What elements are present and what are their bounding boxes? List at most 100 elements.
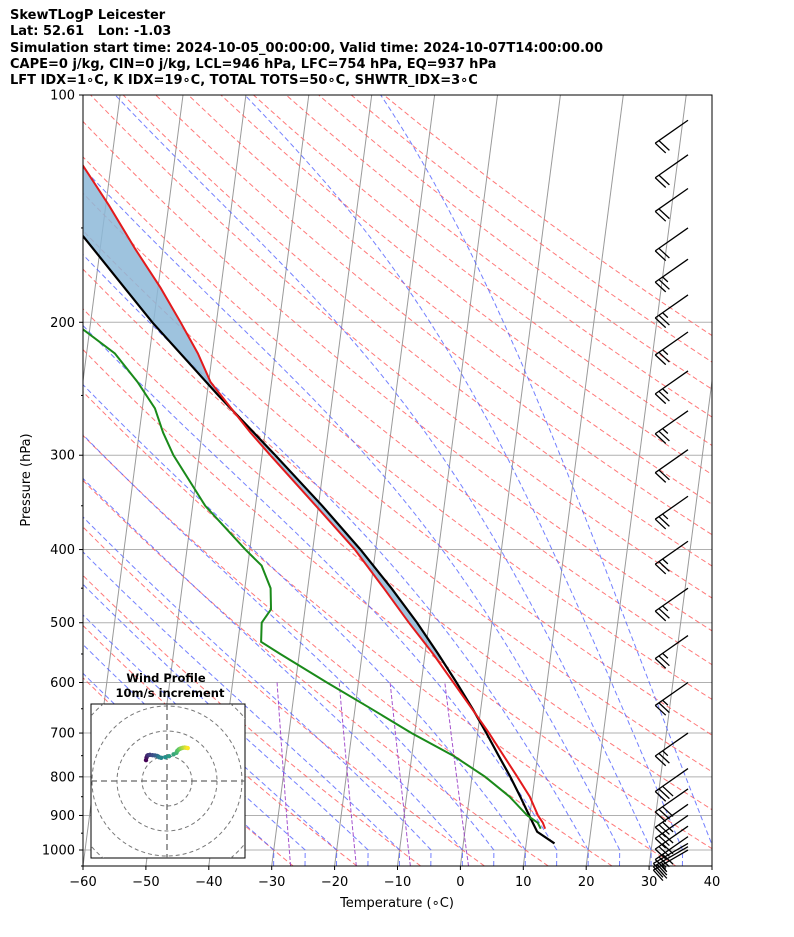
dry-adiabat-line (83, 229, 712, 736)
y-tick-label: 800 (50, 770, 75, 785)
index-summary: LFT IDX=1∘C, K IDX=19∘C, TOTAL TOTS=50∘C… (10, 73, 478, 89)
wind-barb-half-flag (662, 652, 669, 659)
hodograph-point (185, 745, 190, 751)
wind-barb (654, 495, 689, 530)
wind-barb-staff (654, 370, 689, 395)
mixing-ratio-line (338, 682, 357, 866)
inset-content (91, 704, 245, 858)
wind-barb (654, 635, 689, 669)
y-tick-label: 300 (50, 449, 75, 464)
wind-barb (654, 227, 689, 262)
isotherm-line (459, 95, 561, 866)
y-tick-label: 900 (50, 809, 75, 824)
wind-profile-inset: Wind Profile 10m/s increment (90, 671, 246, 859)
isotherm-line (711, 862, 712, 866)
x-tick-label: 0 (456, 875, 464, 890)
moist-adiabat-line (83, 614, 338, 866)
wind-barb-flag (658, 702, 670, 714)
wind-barb-flag (662, 785, 674, 797)
wind-barb-staff (654, 410, 689, 435)
dewpoint-profile-line (83, 328, 542, 830)
inset-title: Wind Profile (126, 671, 206, 685)
axis-layer: −60 −50 −40 −30 −20 −10 0 10 20 30 40 1000 900 800 700… (42, 89, 720, 891)
wind-barb-half-flag (662, 558, 669, 565)
wind-barb-flag (654, 317, 667, 329)
x-tick-label: 30 (641, 875, 658, 890)
wind-barb-half-flag (660, 861, 667, 868)
wind-barb-flag (662, 832, 674, 844)
wind-barb-flag (654, 791, 667, 802)
dry-adiabat-line (155, 95, 712, 536)
wind-barb-flag (658, 469, 670, 481)
hodograph-point (159, 755, 164, 760)
wind-barb-flag (654, 472, 667, 483)
wind-barb-flag (658, 390, 670, 402)
dry-adiabat-line (83, 526, 485, 866)
wind-barb-flag (654, 859, 667, 870)
hodograph-point (166, 753, 172, 759)
x-tick-label: 20 (578, 875, 595, 890)
wind-barb-flag (654, 393, 667, 405)
simulation-times: Simulation start time: 2024-10-05_00:00:… (10, 40, 603, 56)
mixing-ratio-line (276, 682, 292, 866)
wind-barb (654, 788, 689, 823)
wind-barb (654, 814, 689, 849)
temperature-profile-line (83, 163, 547, 830)
wind-barb-staff (653, 842, 689, 864)
wind-barb (654, 331, 689, 366)
x-tick-label: −30 (258, 875, 285, 890)
wind-barb-flag (654, 210, 667, 222)
wind-barb-staff (654, 540, 689, 565)
wind-barb-staff (654, 258, 689, 283)
station-coordinates: Lat: 52.61 Lon: -1.03 (10, 24, 172, 40)
wind-barb-staff (654, 681, 689, 706)
wind-barb-flag (654, 755, 667, 767)
y-tick-label: 600 (50, 676, 75, 691)
wind-barb (654, 825, 689, 860)
station-title: SkewTLogP Leicester (10, 8, 166, 23)
wind-barb (654, 803, 689, 838)
wind-barb-flag (658, 808, 670, 820)
moist-adiabat-line (114, 95, 652, 866)
wind-barb-flag (662, 853, 674, 865)
wind-barb-staff (654, 788, 689, 813)
y-axis-label: Pressure (hPa) (19, 433, 34, 526)
wind-barb (654, 836, 689, 870)
wind-barb-flag (658, 608, 670, 619)
y-tick-label: 500 (50, 616, 75, 631)
wind-barb-flag (658, 279, 670, 290)
isotherm-line (522, 95, 624, 866)
wind-barb-half-flag (662, 513, 669, 520)
x-tick-label: −10 (384, 875, 411, 890)
y-tick-label: 200 (50, 316, 75, 331)
wind-barb-flag (658, 140, 670, 151)
mixing-ratio-line (389, 682, 411, 866)
wind-barb-flag (658, 856, 670, 868)
isotherm-line (648, 377, 712, 866)
x-tick-label: −40 (195, 875, 222, 890)
dry-adiabat-line (122, 95, 712, 567)
wind-barb-flag (658, 516, 670, 527)
wind-barb (654, 154, 689, 188)
inset-subtitle: 10m/s increment (116, 686, 225, 700)
moist-adiabat-line (244, 95, 684, 866)
cape-summary: CAPE=0 j/kg, CIN=0 j/kg, LCL=946 hPa, LF… (10, 56, 497, 72)
moist-adiabat-line (83, 253, 589, 866)
wind-barb (654, 370, 689, 405)
wind-barb-flag (654, 433, 667, 444)
wind-barb-flag (658, 247, 670, 259)
parcel-profile-line (83, 234, 556, 845)
wind-barb-half-flag (662, 349, 669, 356)
wind-barb-flag (654, 250, 667, 262)
moist-adiabat-line (83, 477, 464, 866)
dry-adiabat-line (350, 95, 712, 363)
y-tick-label: 400 (50, 543, 75, 558)
y-tick-label: 700 (50, 727, 75, 742)
wind-barb-flag (658, 846, 670, 857)
wind-barb (654, 681, 689, 716)
wind-barb-half-flag (662, 276, 669, 283)
wind-barb-staff (654, 814, 689, 839)
wind-barb-flag (658, 351, 670, 363)
wind-barb (654, 587, 689, 622)
cape-shaded-area (83, 165, 442, 660)
